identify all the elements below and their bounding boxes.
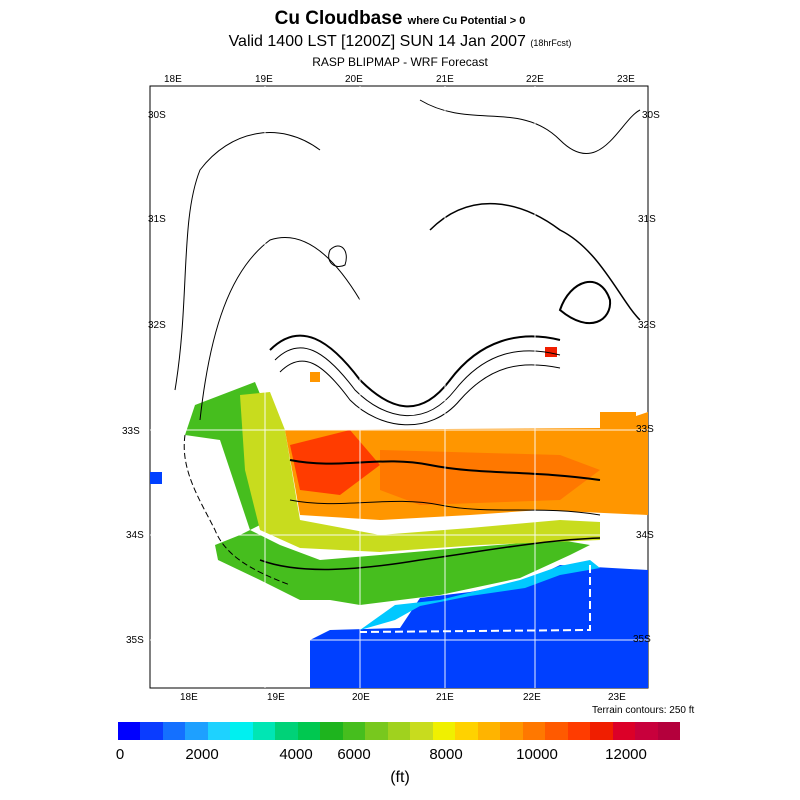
colorbar <box>118 722 681 740</box>
lat-label-right: 33S <box>636 424 654 435</box>
lat-lon-grid <box>150 86 648 688</box>
colorbar-swatch <box>365 722 388 740</box>
contour-line <box>328 245 347 267</box>
colorbar-swatch <box>162 722 186 740</box>
colorbar-swatch <box>432 722 456 740</box>
colorbar-swatch <box>455 722 478 740</box>
contour-line <box>289 459 601 481</box>
colorbar-swatch <box>590 722 613 740</box>
colorbar-swatch <box>477 722 501 740</box>
contour-line <box>174 132 321 391</box>
colorbar-tick-label: 4000 <box>279 746 313 763</box>
colorbar-swatch <box>410 722 433 740</box>
contour-line <box>259 537 601 571</box>
terrain-contour-note: Terrain contours: 250 ft <box>592 705 695 716</box>
coastline <box>183 434 291 586</box>
lat-label-left: 30S <box>148 110 166 121</box>
lat-label-left: 35S <box>126 635 144 646</box>
colorbar-swatch <box>185 722 208 740</box>
colorbar-swatch <box>545 722 568 740</box>
lat-label-right: 32S <box>638 320 656 331</box>
colorbar-swatch <box>140 722 163 740</box>
lon-label-top: 22E <box>526 74 544 85</box>
colorbar-swatch <box>567 722 591 740</box>
colorbar-swatch <box>657 722 681 740</box>
forecast-hour: (18hrFcst) <box>530 38 572 48</box>
lon-label-bottom: 21E <box>436 692 454 703</box>
lon-label-top: 18E <box>164 74 182 85</box>
terrain-contours <box>174 99 641 633</box>
lon-label-top: 21E <box>436 74 454 85</box>
contour-line <box>269 334 561 408</box>
lon-label-bottom: 22E <box>523 692 541 703</box>
contour-line <box>289 499 601 516</box>
colorbar-tick-label: 0 <box>115 746 125 763</box>
colorbar-tick-label: 2000 <box>185 746 219 763</box>
colorbar-unit: (ft) <box>390 769 410 786</box>
contour-line <box>274 347 561 416</box>
colorbar-swatch <box>252 722 276 740</box>
contour-line <box>558 280 612 325</box>
field-region-darkorange <box>380 450 600 505</box>
lon-label-bottom: 19E <box>267 692 285 703</box>
lon-label-top: 19E <box>255 74 273 85</box>
field-region-low <box>310 565 648 688</box>
lon-label-bottom: 20E <box>352 692 370 703</box>
title-main: Cu Cloudbase <box>274 8 403 29</box>
colorbar-swatch <box>635 722 658 740</box>
field-region-cyan <box>360 560 600 630</box>
field-cell-orange <box>310 372 320 382</box>
colorbar-swatch <box>500 722 523 740</box>
colorbar-swatch <box>342 722 366 740</box>
chart-title: Cu Cloudbase where Cu Potential > 0 <box>0 8 800 30</box>
colorbar-swatch <box>118 722 141 740</box>
lat-label-right: 35S <box>633 634 651 645</box>
colorbar-tick-label: 10000 <box>516 746 558 763</box>
lon-label-bottom: 23E <box>608 692 626 703</box>
lat-label-left: 31S <box>148 214 166 225</box>
contour-line <box>429 202 641 321</box>
field-cell-red <box>545 347 557 357</box>
colorbar-swatch <box>297 722 321 740</box>
field-cell-blue <box>150 472 162 484</box>
contour-line <box>279 360 561 426</box>
lon-label-bottom: 18E <box>180 692 198 703</box>
lon-label-top: 23E <box>617 74 635 85</box>
model-name: RASP BLIPMAP - WRF Forecast <box>312 55 488 69</box>
field-region-red <box>290 430 380 495</box>
colorbar-tick-label: 6000 <box>337 746 371 763</box>
valid-text: Valid 1400 LST [1200Z] SUN 14 Jan 2007 <box>228 33 526 50</box>
title-main-sub: where Cu Potential > 0 <box>407 15 526 27</box>
lat-label-left: 32S <box>148 320 166 331</box>
field-region-east <box>600 412 636 430</box>
colorbar-tick-label: 8000 <box>429 746 463 763</box>
coastline-sea <box>359 565 591 633</box>
colorbar-swatch <box>230 722 253 740</box>
colorbar-swatch <box>612 722 636 740</box>
colorbar-swatch <box>320 722 343 740</box>
lon-label-top: 20E <box>345 74 363 85</box>
valid-time: Valid 1400 LST [1200Z] SUN 14 Jan 2007 (… <box>0 33 800 51</box>
colorbar-swatch <box>207 722 231 740</box>
colorbar-swatch <box>387 722 411 740</box>
colorbar-swatch <box>522 722 546 740</box>
colorbar-swatch <box>275 722 298 740</box>
lat-label-left: 33S <box>122 426 140 437</box>
colorbar-tick-label: 12000 <box>605 746 647 763</box>
lat-label-right: 34S <box>636 530 654 541</box>
lat-label-right: 31S <box>638 214 656 225</box>
field-region-yellowgreen <box>240 392 600 552</box>
lat-label-left: 34S <box>126 530 144 541</box>
lat-label-right: 30S <box>642 110 660 121</box>
contour-line <box>419 99 641 155</box>
